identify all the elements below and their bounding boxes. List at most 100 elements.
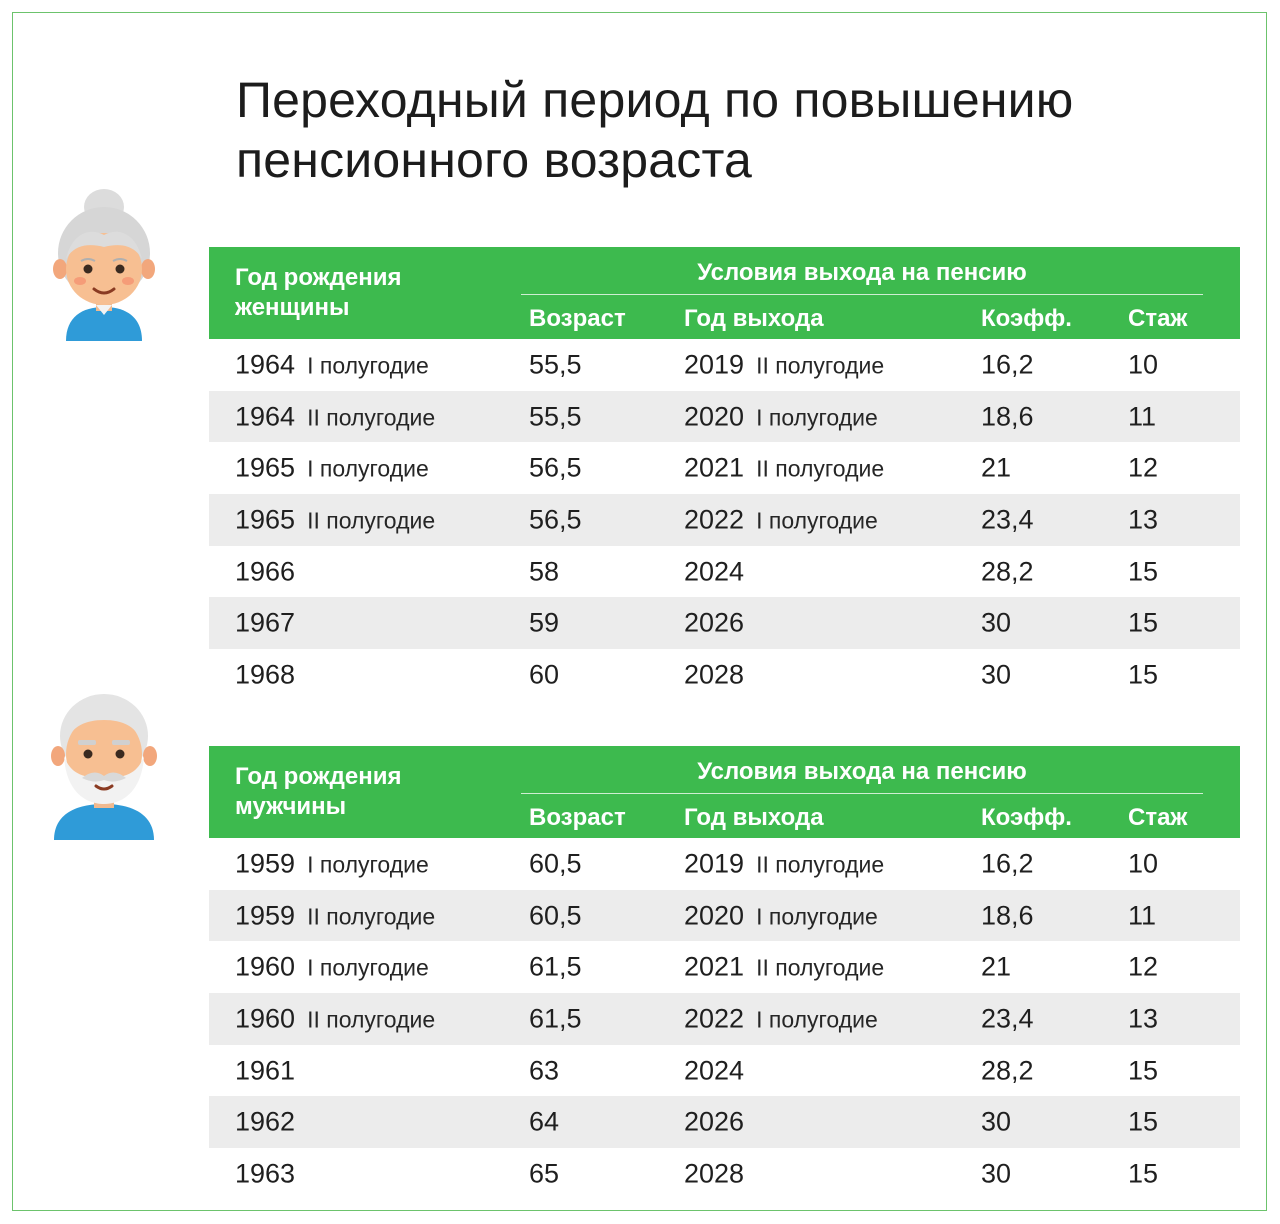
experience-cell: 10 bbox=[1128, 848, 1159, 879]
birth-year-cell: 1962 bbox=[235, 1106, 296, 1137]
women-table-header: Год рождения женщины Условия выхода на п… bbox=[209, 247, 1240, 339]
women-birth-year-header: Год рождения женщины bbox=[235, 264, 402, 321]
exit-year-cell: 2020 bbox=[684, 401, 745, 432]
birth-year-cell: 1968 bbox=[235, 659, 296, 690]
table-row: 1964 II полугодие 55,5 2020 I полугодие 18… bbox=[209, 390, 1240, 443]
exit-year-cell: 2022 bbox=[684, 1003, 745, 1034]
experience-cell: 15 bbox=[1128, 659, 1159, 690]
page-title: Переходный период по повышению пенсионно… bbox=[236, 70, 1073, 190]
exit-year-cell: 2019 bbox=[684, 349, 745, 380]
table-row: 1965 II полугодие 56,5 2022 I полугодие 23… bbox=[209, 494, 1240, 546]
exit-year-cell: 2024 bbox=[684, 1055, 745, 1086]
birth-half-cell: II полугодие bbox=[307, 1006, 436, 1033]
experience-cell: 15 bbox=[1128, 556, 1159, 587]
experience-cell: 15 bbox=[1128, 1158, 1159, 1189]
coefficient-cell: 21 bbox=[981, 452, 1012, 483]
age-cell: 60,5 bbox=[529, 848, 582, 879]
table-row: 1965 I полугодие 56,5 2021 II полугодие 21… bbox=[209, 442, 1240, 494]
exit-half-cell: II полугодие bbox=[756, 851, 885, 878]
exit-half-cell: II полугодие bbox=[756, 954, 885, 981]
birth-year-cell: 1961 bbox=[235, 1055, 296, 1086]
age-cell: 64 bbox=[529, 1106, 560, 1137]
coefficient-cell: 18,6 bbox=[981, 900, 1034, 931]
birth-year-cell: 1959 bbox=[235, 848, 296, 879]
coefficient-cell: 18,6 bbox=[981, 401, 1034, 432]
coefficient-cell: 30 bbox=[981, 607, 1012, 638]
age-cell: 61,5 bbox=[529, 1003, 582, 1034]
women-exit-year-column-header: Год выхода bbox=[684, 305, 824, 332]
coefficient-cell: 28,2 bbox=[981, 1055, 1034, 1086]
age-cell: 61,5 bbox=[529, 951, 582, 982]
women-coefficient-column-header: Коэфф. bbox=[981, 305, 1072, 332]
exit-year-cell: 2021 bbox=[684, 452, 745, 483]
exit-half-cell: I полугодие bbox=[756, 903, 878, 930]
grandmother-avatar-icon bbox=[53, 189, 155, 341]
age-cell: 56,5 bbox=[529, 452, 582, 483]
experience-cell: 12 bbox=[1128, 951, 1159, 982]
coefficient-cell: 16,2 bbox=[981, 349, 1034, 380]
men-exit-year-column-header: Год выхода bbox=[684, 804, 824, 831]
exit-year-cell: 2020 bbox=[684, 900, 745, 931]
table-row: 1966 58 2024 28,2 15 bbox=[209, 546, 1240, 598]
coefficient-cell: 30 bbox=[981, 1158, 1012, 1189]
exit-year-cell: 2028 bbox=[684, 659, 745, 690]
age-cell: 55,5 bbox=[529, 401, 582, 432]
table-row: 1961 63 2024 28,2 15 bbox=[209, 1045, 1240, 1097]
table-row: 1968 60 2028 30 15 bbox=[209, 649, 1240, 701]
coefficient-cell: 23,4 bbox=[981, 504, 1034, 535]
exit-year-cell: 2019 bbox=[684, 848, 745, 879]
men-retirement-conditions-header: Условия выхода на пенсию bbox=[697, 758, 1027, 785]
experience-cell: 15 bbox=[1128, 607, 1159, 638]
birth-year-cell: 1965 bbox=[235, 452, 296, 483]
exit-half-cell: I полугодие bbox=[756, 1006, 878, 1033]
age-cell: 59 bbox=[529, 607, 560, 638]
birth-half-cell: I полугодие bbox=[307, 455, 429, 482]
men-birth-year-header: Год рождения мужчины bbox=[235, 763, 402, 820]
exit-year-cell: 2026 bbox=[684, 1106, 745, 1137]
exit-year-cell: 2028 bbox=[684, 1158, 745, 1189]
men-table-body: 1959 I полугодие 60,5 2019 II полугодие 16… bbox=[209, 838, 1240, 1200]
birth-year-cell: 1960 bbox=[235, 951, 296, 982]
birth-year-cell: 1964 bbox=[235, 349, 296, 380]
table-row: 1960 II полугодие 61,5 2022 I полугодие 23… bbox=[209, 993, 1240, 1045]
experience-cell: 10 bbox=[1128, 349, 1159, 380]
birth-year-cell: 1963 bbox=[235, 1158, 296, 1189]
women-table-body: 1964 I полугодие 55,5 2019 II полугодие 16… bbox=[209, 339, 1240, 701]
coefficient-cell: 28,2 bbox=[981, 556, 1034, 587]
exit-year-cell: 2022 bbox=[684, 504, 745, 535]
table-row: 1967 59 2026 30 15 bbox=[209, 597, 1240, 650]
women-age-column-header: Возраст bbox=[529, 305, 626, 332]
birth-year-cell: 1960 bbox=[235, 1003, 296, 1034]
age-cell: 60,5 bbox=[529, 900, 582, 931]
birth-year-cell: 1966 bbox=[235, 556, 296, 587]
experience-cell: 13 bbox=[1128, 504, 1159, 535]
exit-half-cell: II полугодие bbox=[756, 352, 885, 379]
table-row: 1959 II полугодие 60,5 2020 I полугодие 18… bbox=[209, 889, 1240, 942]
exit-half-cell: II полугодие bbox=[756, 455, 885, 482]
header-divider bbox=[521, 793, 1203, 794]
birth-half-cell: I полугодие bbox=[307, 954, 429, 981]
birth-half-cell: II полугодие bbox=[307, 404, 436, 431]
men-table: Год рождения мужчины Условия выхода на п… bbox=[209, 746, 1240, 1200]
header-divider bbox=[521, 294, 1203, 295]
age-cell: 56,5 bbox=[529, 504, 582, 535]
table-row: 1959 I полугодие 60,5 2019 II полугодие 16… bbox=[209, 838, 1240, 890]
experience-cell: 11 bbox=[1128, 401, 1157, 432]
coefficient-cell: 16,2 bbox=[981, 848, 1034, 879]
exit-half-cell: I полугодие bbox=[756, 404, 878, 431]
birth-half-cell: II полугодие bbox=[307, 507, 436, 534]
age-cell: 60 bbox=[529, 659, 560, 690]
women-retirement-conditions-header: Условия выхода на пенсию bbox=[697, 259, 1027, 286]
men-table-header: Год рождения мужчины Условия выхода на п… bbox=[209, 746, 1240, 838]
coefficient-cell: 30 bbox=[981, 1106, 1012, 1137]
birth-year-cell: 1959 bbox=[235, 900, 296, 931]
table-row: 1963 65 2028 30 15 bbox=[209, 1148, 1240, 1200]
experience-cell: 13 bbox=[1128, 1003, 1159, 1034]
coefficient-cell: 21 bbox=[981, 951, 1012, 982]
age-cell: 55,5 bbox=[529, 349, 582, 380]
experience-cell: 15 bbox=[1128, 1055, 1159, 1086]
exit-year-cell: 2026 bbox=[684, 607, 745, 638]
birth-year-cell: 1965 bbox=[235, 504, 296, 535]
exit-year-cell: 2024 bbox=[684, 556, 745, 587]
women-table: Год рождения женщины Условия выхода на п… bbox=[209, 247, 1240, 701]
